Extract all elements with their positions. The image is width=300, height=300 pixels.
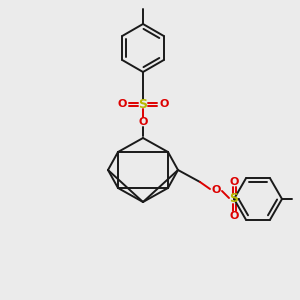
Text: O: O: [229, 177, 239, 187]
Text: S: S: [230, 193, 238, 206]
Text: O: O: [159, 99, 169, 109]
Text: S: S: [139, 98, 148, 110]
Text: O: O: [211, 185, 221, 195]
Text: O: O: [138, 117, 148, 127]
Text: O: O: [229, 211, 239, 221]
Text: O: O: [117, 99, 127, 109]
